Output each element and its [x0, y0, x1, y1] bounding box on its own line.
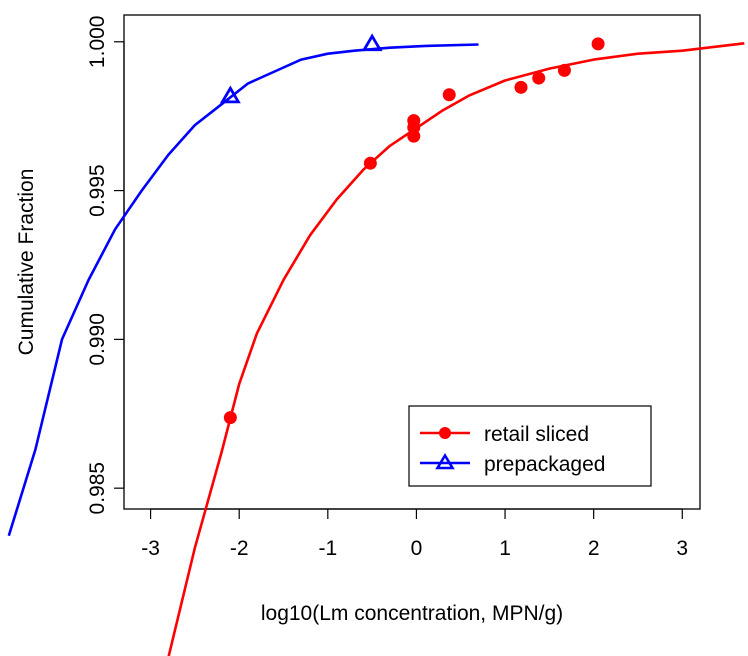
x-tick-label: -1	[318, 537, 337, 560]
x-tick-label: 0	[411, 537, 423, 560]
point-retail-sliced	[591, 37, 605, 51]
y-tick-label: 0.985	[86, 462, 109, 515]
point-prepackaged	[361, 33, 383, 52]
x-tick-label: 2	[588, 537, 600, 560]
point-retail-sliced	[514, 80, 528, 94]
legend-swatch-retail-marker	[439, 427, 451, 439]
point-retail-sliced	[363, 156, 377, 170]
x-axis: -3 -2 -1 0 1 2 3	[141, 508, 688, 560]
legend-label-retail-sliced: retail sliced	[484, 423, 589, 446]
point-retail-sliced	[442, 88, 456, 102]
legend-box	[408, 405, 652, 487]
curve-retail-sliced	[167, 42, 745, 656]
x-tick-label: 3	[676, 537, 688, 560]
point-retail-sliced	[557, 63, 571, 77]
y-tick-label: 1.000	[86, 16, 109, 69]
y-axis-label: Cumulative Fraction	[15, 169, 38, 356]
y-axis: 0.985 0.990 0.995 1.000	[86, 16, 125, 515]
fitted-curves	[7, 42, 745, 656]
x-axis-label: log10(Lm concentration, MPN/g)	[261, 602, 563, 625]
point-retail-sliced	[407, 114, 421, 128]
y-tick-label: 0.995	[86, 164, 109, 217]
x-tick-label: -2	[230, 537, 249, 560]
x-tick-label: 1	[499, 537, 511, 560]
x-tick-label: -3	[141, 537, 160, 560]
point-retail-sliced	[532, 71, 546, 85]
point-retail-sliced	[223, 411, 237, 425]
legend-swatch-prepackaged-marker	[435, 452, 455, 470]
point-prepackaged	[219, 85, 241, 104]
y-tick-label: 0.990	[86, 313, 109, 366]
data-markers	[219, 33, 605, 425]
legend: retail sliced prepackaged	[408, 405, 652, 487]
legend-label-prepackaged: prepackaged	[484, 453, 605, 476]
